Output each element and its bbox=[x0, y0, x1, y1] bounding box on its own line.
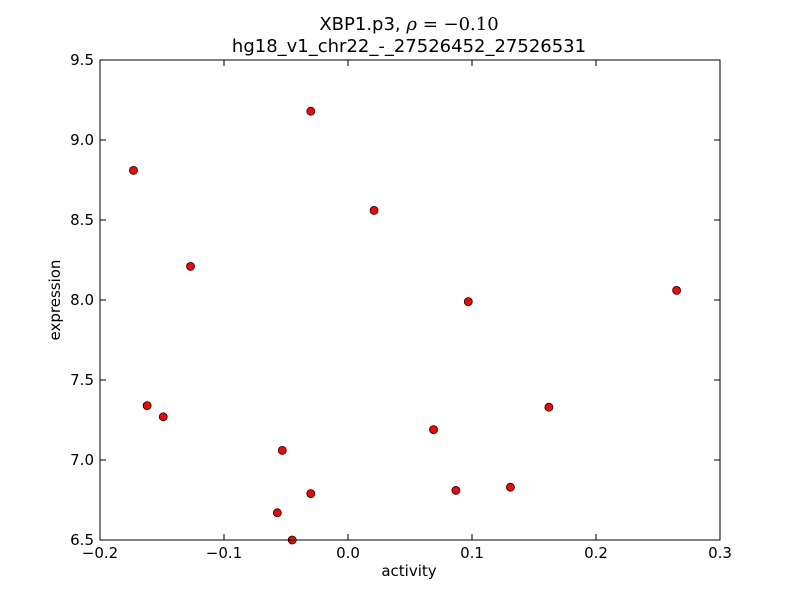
x-tick-label: 0.3 bbox=[708, 544, 732, 562]
y-tick-label: 6.5 bbox=[70, 531, 94, 549]
x-tick-label: 0.2 bbox=[584, 544, 608, 562]
x-axis-label: activity bbox=[381, 562, 436, 580]
data-point bbox=[451, 485, 461, 495]
plot-area bbox=[100, 60, 720, 540]
x-tick-label: 0.0 bbox=[336, 544, 360, 562]
y-axis-ticks: 6.5 7.0 7.5 8.0 8.5 9.0 9.5 bbox=[70, 51, 720, 549]
y-tick-label: 8.0 bbox=[70, 291, 94, 309]
data-point bbox=[672, 285, 681, 295]
x-axis-ticks: −0.2 −0.1 0.0 0.1 0.2 0.3 bbox=[82, 60, 732, 562]
data-point bbox=[463, 297, 473, 307]
data-point bbox=[506, 482, 515, 492]
data-point bbox=[142, 401, 152, 411]
y-tick-label: 9.5 bbox=[70, 51, 94, 69]
data-point bbox=[186, 261, 195, 271]
data-point bbox=[544, 402, 554, 412]
chart-subtitle: hg18_v1_chr22_-_27526452_27526531 bbox=[232, 36, 586, 57]
x-tick-label: 0.1 bbox=[460, 544, 484, 562]
data-point bbox=[306, 106, 316, 116]
data-point bbox=[158, 412, 168, 422]
data-point bbox=[129, 165, 138, 175]
y-tick-label: 9.0 bbox=[70, 131, 94, 149]
data-point bbox=[272, 508, 282, 518]
x-tick-label: −0.1 bbox=[206, 544, 242, 562]
x-tick-label: −0.2 bbox=[82, 544, 118, 562]
data-points bbox=[129, 106, 681, 545]
chart-title: XBP1.p3, ρ = −0.10 bbox=[319, 14, 498, 35]
data-point bbox=[369, 205, 379, 215]
data-point bbox=[429, 425, 438, 435]
y-tick-label: 7.0 bbox=[70, 451, 94, 469]
data-point bbox=[306, 489, 316, 499]
y-tick-label: 8.5 bbox=[70, 211, 94, 229]
y-tick-label: 7.5 bbox=[70, 371, 94, 389]
data-point bbox=[277, 445, 287, 455]
y-axis-label: expression bbox=[46, 260, 64, 341]
